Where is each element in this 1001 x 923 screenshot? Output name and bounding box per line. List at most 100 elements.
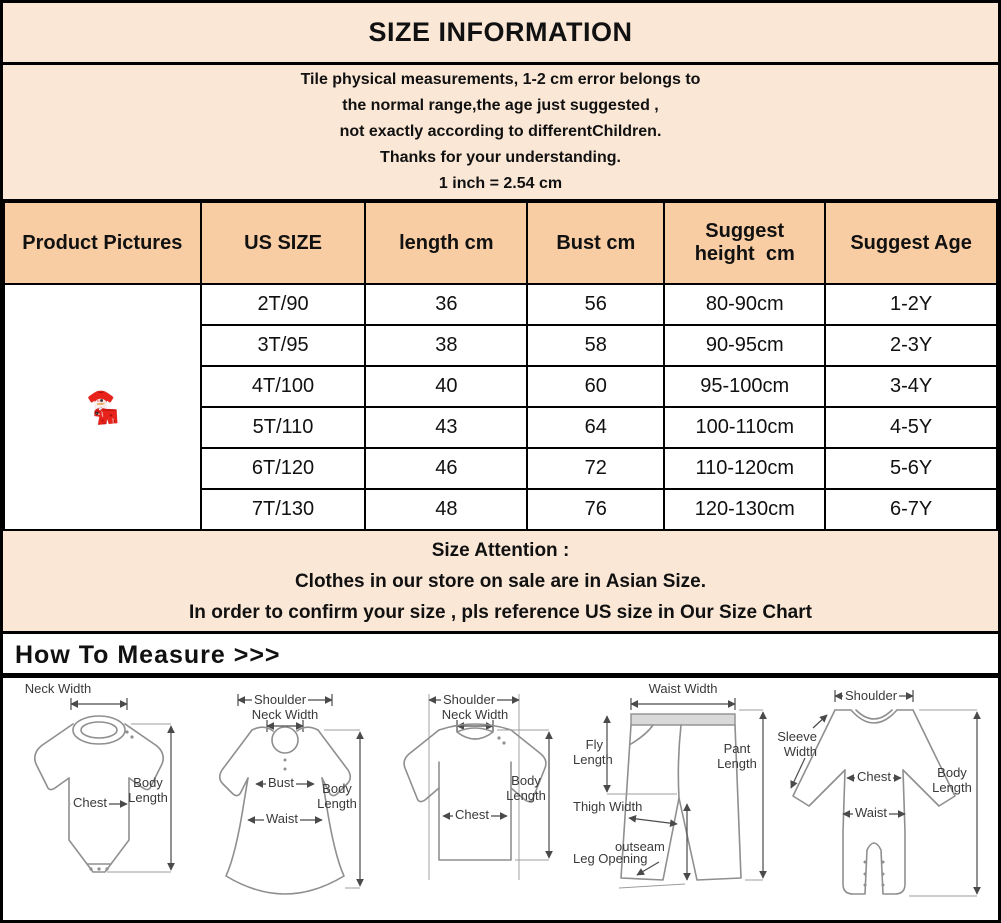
size-cell: 5T/110 [199, 406, 367, 449]
attention-line: Size Attention : [431, 539, 570, 561]
size-cell: 48 [364, 488, 529, 531]
table-row: 4T/100 40 60 95-100cm 3-4Y [4, 365, 998, 408]
measure-diagrams: Neck Width Chest Body Length [3, 678, 998, 920]
shirt-print-text: N rules! [97, 397, 105, 405]
size-cell: 1-2Y [824, 283, 998, 326]
measure-label: outseam [615, 839, 665, 854]
shorts-shape: rules! rules! rules! [97, 408, 118, 425]
size-cell: 64 [526, 406, 666, 449]
measure-label: Body Length [932, 765, 972, 795]
measure-label: Thigh Width [573, 799, 643, 814]
attention-line: Clothes in our store on sale are in Asia… [294, 570, 707, 592]
size-cell: 2T/90 [199, 283, 367, 326]
diagram-dress: Shoulder Neck Width Bust Waist Body Leng… [188, 682, 373, 912]
table-row: 3T/95 38 58 90-95cm 2-3Y [4, 324, 998, 367]
measure-label: Neck Width [441, 707, 509, 722]
col-header-product-pictures: Product Pictures [3, 201, 202, 285]
size-cell: 40 [364, 365, 529, 408]
size-cell: 43 [364, 406, 529, 449]
measure-label: Shoulder [252, 692, 309, 708]
measure-label: Shoulder [441, 692, 498, 708]
table-row: 5T/110 43 64 100-110cm 4-5Y [4, 406, 998, 449]
measure-label: Fly Length [573, 737, 613, 767]
size-cell: 4-5Y [824, 406, 998, 449]
measure-label: Body Length [128, 775, 168, 805]
size-cell: 76 [526, 488, 666, 531]
measure-label: Chest [71, 795, 109, 811]
table-row: 7T/130 48 76 120-130cm 6-7Y [4, 488, 998, 531]
divider [3, 673, 998, 678]
svg-text:rules!: rules! [111, 418, 113, 424]
page-title: SIZE INFORMATION [3, 3, 998, 65]
measure-label: Waist Width [648, 681, 718, 696]
measure-label: Chest [453, 807, 491, 823]
size-cell: 110-120cm [663, 447, 827, 490]
measure-label: Leg Opening [573, 851, 648, 866]
diagram-bodysuit: Neck Width Chest Body Length [3, 681, 188, 912]
size-table-header-row: Product Pictures US SIZE length cm Bust … [3, 201, 998, 285]
measure-label: Waist [853, 805, 890, 821]
note-line: not exactly according to differentChildr… [339, 123, 662, 140]
col-header-bust-cm: Bust cm [526, 201, 666, 285]
measure-label: Pant Length [717, 741, 757, 771]
romper-drawing [790, 690, 981, 897]
pants-drawing [603, 698, 767, 889]
size-cell: 56 [526, 283, 666, 326]
measure-label: Neck Width [24, 681, 92, 696]
measure-heading: How To Measure >>> [15, 641, 281, 669]
svg-text:rules!: rules! [102, 421, 107, 423]
measure-label: Bust [266, 775, 297, 791]
note-panel: Tile physical measurements, 1-2 cm error… [3, 65, 998, 201]
measure-label: Neck Width [251, 707, 319, 722]
col-header-us-size: US SIZE [199, 201, 367, 285]
pajama-set-image: N rules! [88, 390, 118, 425]
measure-label: Body Length [317, 781, 357, 811]
measure-label: Waist [264, 811, 301, 827]
size-cell: 5-6Y [824, 447, 998, 490]
size-cell: 2-3Y [824, 324, 998, 367]
measure-label: Chest [855, 769, 893, 785]
measure-label: Sleeve Width [777, 729, 817, 759]
attention-line: In order to confirm your size , pls refe… [189, 601, 812, 623]
diagram-shirt: Shoulder Neck Width Chest Body Length [373, 682, 573, 912]
attention-panel: Size Attention : Clothes in our store on… [3, 531, 998, 634]
table-row: 6T/120 46 72 110-120cm 5-6Y [4, 447, 998, 490]
note-line: Thanks for your understanding. [380, 149, 621, 166]
size-cell: 58 [526, 324, 666, 367]
col-header-length-cm: length cm [364, 201, 529, 285]
note-line: the normal range,the age just suggested … [342, 97, 659, 114]
measure-label: Shoulder [843, 688, 900, 704]
size-cell: 3-4Y [824, 365, 998, 408]
diagram-romper: Shoulder Sleeve Width Chest Waist Body L… [773, 682, 998, 912]
size-cell: 3T/95 [199, 324, 367, 367]
size-cell: 72 [526, 447, 666, 490]
size-cell: 36 [364, 283, 529, 326]
size-cell: 95-100cm [663, 365, 827, 408]
size-cell: 60 [526, 365, 666, 408]
size-cell: 100-110cm [663, 406, 827, 449]
wheel-letter-o [100, 398, 104, 402]
note-line: Tile physical measurements, 1-2 cm error… [300, 71, 701, 88]
diagram-pants: Waist Width Fly Length Thigh Width Leg O… [573, 681, 773, 912]
size-cell: 38 [364, 324, 529, 367]
col-header-suggest-age: Suggest Age [824, 201, 998, 285]
svg-text:N: N [97, 397, 100, 402]
bodysuit-drawing [34, 698, 175, 873]
measure-section: How To Measure >>> [3, 634, 998, 920]
svg-text:rules!: rules! [102, 410, 105, 416]
svg-text:rules!: rules! [97, 401, 105, 406]
table-row: N rules! [3, 283, 998, 531]
size-cell: 90-95cm [663, 324, 827, 367]
size-table: Product Pictures US SIZE length cm Bust … [3, 201, 998, 531]
note-line: 1 inch = 2.54 cm [438, 175, 563, 192]
size-cell: 46 [364, 447, 529, 490]
size-cell: 80-90cm [663, 283, 827, 326]
size-cell: 4T/100 [199, 365, 367, 408]
size-cell: 6T/120 [199, 447, 367, 490]
size-cell: 120-130cm [663, 488, 827, 531]
size-cell: 6-7Y [824, 488, 998, 531]
product-picture: N rules! [3, 283, 202, 531]
measure-label: Body Length [506, 773, 546, 803]
size-cell: 7T/130 [199, 488, 367, 531]
